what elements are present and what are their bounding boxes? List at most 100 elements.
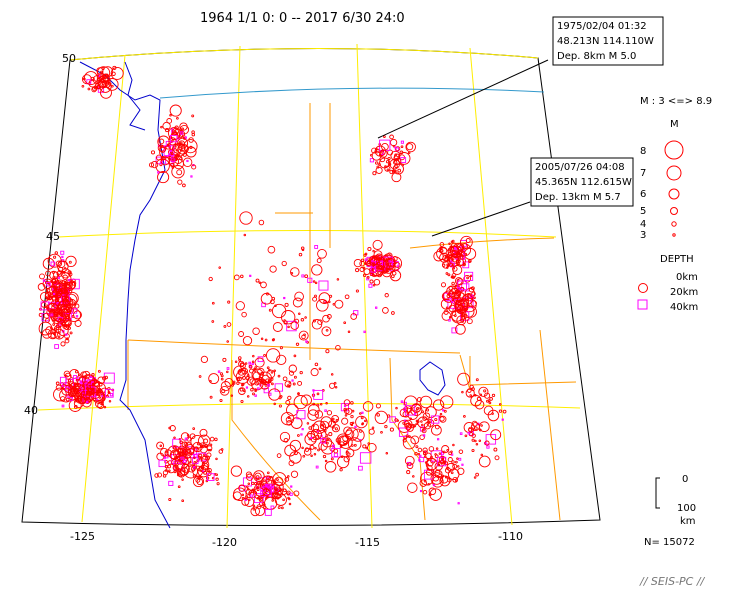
quake-marker [464,252,468,256]
quake-marker [154,473,159,478]
quake-marker [197,465,210,478]
quake-marker [105,78,119,91]
quake-marker [268,308,272,312]
quake-marker [473,476,477,479]
quake-marker [440,298,452,310]
mag-label-7: 7 [640,168,646,179]
quake-marker [173,470,177,474]
quake-marker [437,438,440,441]
quake-marker [282,488,287,493]
quake-marker [201,461,206,466]
quake-marker [288,364,297,373]
quake-marker [90,76,95,82]
quake-marker [471,387,475,391]
latitude-line-45 [57,230,557,238]
quake-marker [391,172,402,183]
quake-marker [100,70,103,74]
quake-marker [325,434,329,437]
quake-marker [299,370,303,375]
annotation-depth-mag-1: Dep. 8km M 5.0 [557,51,636,62]
quake-marker [448,242,451,245]
quake-marker [355,289,359,293]
quake-marker [261,502,266,506]
quake-marker [362,401,374,412]
quake-marker [333,452,339,457]
lon-label-115: -115 [355,536,380,549]
quake-marker [256,497,260,500]
quake-marker [415,445,419,449]
quake-marker [177,485,181,489]
quake-marker [64,338,70,344]
quake-marker [187,448,195,455]
quake-marker [501,418,504,421]
quake-marker [158,459,166,468]
quake-marker [65,291,79,305]
quake-marker [176,451,187,462]
quake-marker [450,260,453,263]
quake-marker [372,283,376,287]
quake-marker [284,302,289,307]
quake-marker [343,440,347,445]
quake-marker [172,464,179,471]
quake-marker [439,252,450,263]
quake-marker [439,242,445,247]
quake-marker [451,281,455,286]
quake-marker [433,251,444,262]
quake-marker [464,271,474,281]
quake-marker [177,179,183,185]
quake-marker [62,299,71,307]
annotation-coords-1: 48.213N 114.110W [557,36,654,47]
quake-marker [157,171,160,174]
quake-marker [220,374,224,378]
quake-marker [60,250,65,255]
map-title: 1964 1/1 0: 0 -- 2017 6/30 24:0 [200,11,405,26]
quake-marker [402,421,406,425]
quake-marker [312,280,316,283]
quake-marker [266,366,270,370]
credit-label: // SEIS-PC // [639,575,706,588]
quake-marker [238,484,246,492]
quake-marker [427,482,430,486]
quake-marker [73,375,77,379]
mag-symbol-6 [668,188,680,200]
quake-marker [164,128,170,133]
quake-marker [166,118,173,124]
quake-marker [334,385,338,389]
quake-marker [310,454,313,458]
quake-marker [63,370,71,378]
quake-marker [351,421,355,425]
quake-marker [42,279,46,282]
quake-marker [241,493,245,497]
quake-marker [475,442,479,446]
quake-marker [254,388,257,391]
quake-marker [192,427,196,430]
quake-marker [318,367,322,371]
quake-marker [276,453,282,458]
quake-marker [233,274,240,281]
quake-marker [304,316,307,319]
quake-marker [266,471,270,475]
quake-marker [317,448,320,452]
quake-marker [67,282,70,285]
quake-marker [403,419,413,429]
magnitude-header: M [670,119,679,130]
quake-marker [287,325,290,329]
quake-marker [443,309,449,315]
quake-marker [192,441,203,453]
quake-marker [402,436,416,450]
quake-marker [286,403,299,417]
quake-marker [52,271,55,274]
quake-marker [395,146,401,152]
quake-marker [285,400,291,405]
quake-marker [422,489,428,495]
quake-marker [430,472,444,485]
quake-marker [392,144,396,148]
quake-marker [257,485,260,489]
quake-marker [164,459,168,464]
quake-marker [428,487,437,496]
quake-marker [370,267,377,273]
quake-marker [73,382,77,386]
quake-marker [361,422,364,426]
quake-marker [246,485,249,488]
quake-marker [426,467,430,471]
